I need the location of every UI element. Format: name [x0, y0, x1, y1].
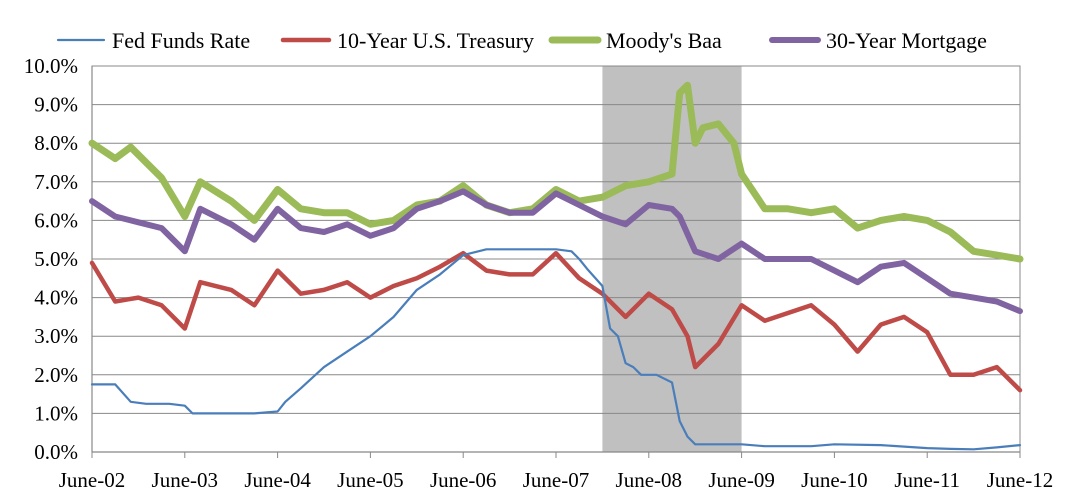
y-tick-label: 3.0% — [34, 324, 78, 348]
y-tick-label: 2.0% — [34, 363, 78, 387]
series-lines — [88, 81, 1024, 451]
axes — [91, 65, 1021, 458]
series-line-1 — [89, 250, 1023, 393]
x-tick-label: June-09 — [708, 468, 775, 492]
legend-label-0: Fed Funds Rate — [112, 28, 250, 53]
x-tick-label: June-06 — [430, 468, 497, 492]
x-tick-label: June-02 — [59, 468, 126, 492]
series-line-0 — [90, 248, 1022, 451]
y-tick-label: 6.0% — [34, 208, 78, 232]
y-tick-label: 8.0% — [34, 131, 78, 155]
legend-label-2: Moody's Baa — [606, 28, 722, 53]
x-tick-label: June-07 — [523, 468, 590, 492]
x-tick-label: June-12 — [987, 468, 1054, 492]
x-tick-label: June-04 — [244, 468, 311, 492]
x-tick-label: June-08 — [616, 468, 683, 492]
y-tick-label: 0.0% — [34, 440, 78, 464]
y-tick-label: 4.0% — [34, 286, 78, 310]
legend-label-3: 30-Year Mortgage — [826, 28, 987, 53]
y-tick-label: 5.0% — [34, 247, 78, 271]
x-tick-label: June-03 — [152, 468, 219, 492]
legend: Fed Funds Rate 10-Year U.S. Treasury Moody… — [56, 28, 987, 53]
x-tick-label: June-11 — [894, 468, 960, 492]
series-line-3 — [89, 188, 1023, 315]
x-tick-label: June-10 — [801, 468, 868, 492]
y-tick-label: 10.0% — [24, 54, 78, 78]
x-axis-tick-labels: June-02 June-03 June-04 June-05 June-06 June-… — [59, 468, 1054, 492]
legend-label-1: 10-Year U.S. Treasury — [337, 28, 534, 53]
y-tick-label: 9.0% — [34, 93, 78, 117]
y-tick-label: 7.0% — [34, 170, 78, 194]
x-tick-label: June-05 — [337, 468, 404, 492]
series-line-2 — [88, 81, 1024, 263]
gridlines — [92, 65, 1020, 414]
y-axis-tick-labels: 0.0% 1.0% 2.0% 3.0% 4.0% 5.0% 6.0% 7.0% 8.0% 9.0%… — [24, 54, 78, 464]
y-tick-label: 1.0% — [34, 401, 78, 425]
